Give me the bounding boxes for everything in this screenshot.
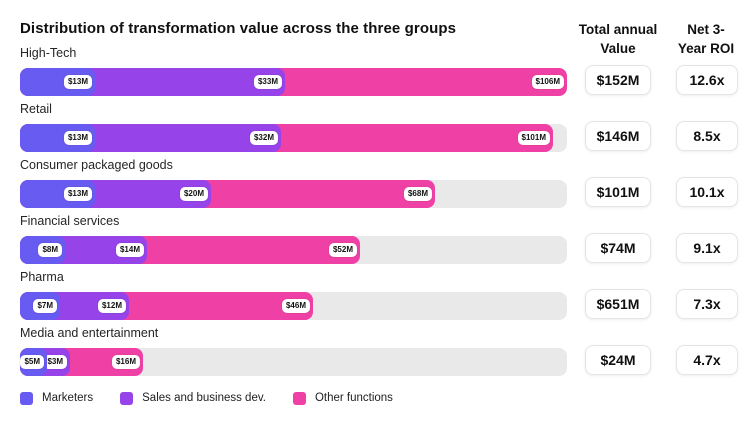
segment-value-pill: $3M	[43, 355, 67, 369]
column-header-net-3-year-roi: Net 3- Year ROI	[677, 22, 735, 56]
segment-value-pill: $33M	[253, 75, 282, 89]
segment-value-pill: $5M	[20, 355, 44, 369]
legend-swatch-icon	[292, 391, 306, 405]
segment-value-pill: $52M	[328, 243, 357, 257]
segment-value-pill: $20M	[179, 187, 208, 201]
segment-value-pill: $101M	[517, 131, 550, 145]
total-value-box: $651M	[585, 289, 651, 319]
row-label: Pharma	[20, 270, 64, 284]
legend-swatch-icon	[120, 391, 134, 405]
column-header-total-annual-value: Total annual Value	[578, 22, 658, 56]
segment-value-pill: $7M	[33, 299, 57, 313]
roi-value-box: 7.3x	[676, 289, 738, 319]
segment-value-pill: $12M	[97, 299, 126, 313]
bar-segment-marketers: $7M	[20, 292, 60, 320]
row-label: Financial services	[20, 214, 120, 228]
segment-value-pill: $32M	[249, 131, 278, 145]
rows: High-Tech $13M $33M $106M $152M 12.6x Reta…	[20, 44, 738, 380]
legend-item: Other functions	[292, 391, 393, 405]
segment-value-pill: $13M	[63, 187, 92, 201]
bar-segment-marketers: $8M	[20, 236, 65, 264]
bar: $13M $20M $68M	[20, 180, 567, 208]
legend: Marketers Sales and business dev. Other …	[20, 391, 393, 405]
roi-value-box: 9.1x	[676, 233, 738, 263]
bar-segment-marketers: $13M	[20, 180, 95, 208]
bar-segment-marketers: $5M	[20, 348, 47, 376]
bar: $13M $33M $106M	[20, 68, 567, 96]
roi-value-box: 12.6x	[676, 65, 738, 95]
chart-row: Retail $13M $32M $101M $146M 8.5x	[20, 100, 738, 156]
segment-value-pill: $13M	[63, 131, 92, 145]
chart-row: High-Tech $13M $33M $106M $152M 12.6x	[20, 44, 738, 100]
roi-value-box: 4.7x	[676, 345, 738, 375]
page-title: Distribution of transformation value acr…	[20, 20, 457, 37]
bar: $13M $32M $101M	[20, 124, 567, 152]
chart-row: Consumer packaged goods $13M $20M $68M $10…	[20, 156, 738, 212]
segment-value-pill: $8M	[38, 243, 62, 257]
segment-value-pill: $68M	[403, 187, 432, 201]
total-value-box: $24M	[585, 345, 651, 375]
chart-row: Financial services $8M $14M $52M $74M 9.1x	[20, 212, 738, 268]
row-label: Retail	[20, 102, 52, 116]
legend-label: Sales and business dev.	[142, 392, 266, 404]
total-value-box: $146M	[585, 121, 651, 151]
total-value-box: $101M	[585, 177, 651, 207]
total-value-box: $152M	[585, 65, 651, 95]
legend-item: Marketers	[20, 391, 93, 405]
chart-row: Media and entertainment $5M $3M $16M $24M …	[20, 324, 738, 380]
bar-segment-marketers: $13M	[20, 124, 95, 152]
row-label: High-Tech	[20, 46, 77, 60]
bar: $5M $3M $16M	[20, 348, 567, 376]
legend-swatch-icon	[20, 391, 33, 405]
segment-value-pill: $14M	[115, 243, 144, 257]
roi-value-box: 10.1x	[676, 177, 738, 207]
segment-value-pill: $46M	[281, 299, 310, 313]
segment-value-pill: $13M	[63, 75, 92, 89]
roi-value-box: 8.5x	[676, 121, 738, 151]
segment-value-pill: $106M	[531, 75, 564, 89]
legend-label: Marketers	[42, 392, 94, 404]
bar-segment-marketers: $13M	[20, 68, 95, 96]
legend-label: Other functions	[314, 392, 393, 404]
segment-value-pill: $16M	[111, 355, 140, 369]
bar: $7M $12M $46M	[20, 292, 567, 320]
total-value-box: $74M	[585, 233, 651, 263]
row-label: Media and entertainment	[20, 326, 159, 340]
chart-row: Pharma $7M $12M $46M $651M 7.3x	[20, 268, 738, 324]
bar: $8M $14M $52M	[20, 236, 567, 264]
row-label: Consumer packaged goods	[20, 158, 173, 172]
legend-item: Sales and business dev.	[120, 391, 266, 405]
